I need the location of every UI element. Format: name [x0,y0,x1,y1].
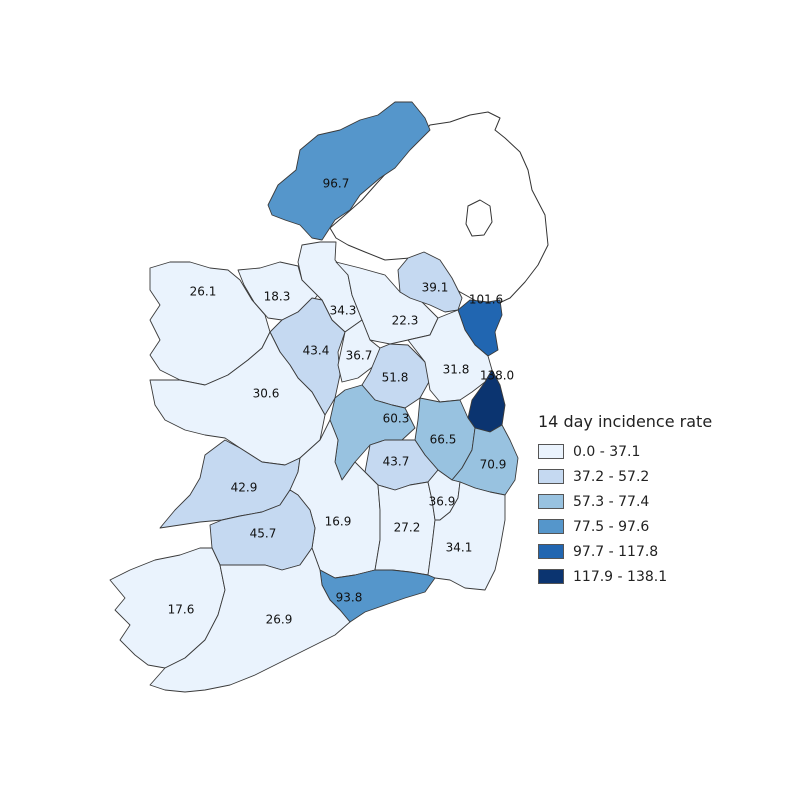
legend-swatch [538,544,564,559]
label-clare: 42.9 [231,481,258,495]
legend-label: 0.0 - 37.1 [573,443,641,460]
label-longford: 36.7 [346,349,373,363]
region-cork [149,547,351,693]
legend-swatch [538,494,564,509]
label-cork: 26.9 [266,613,293,627]
label-kilkenny: 27.2 [394,521,421,535]
label-wicklow: 70.9 [480,458,507,472]
legend-item: 57.3 - 77.4 [538,491,788,512]
legend-item: 97.7 - 117.8 [538,541,788,562]
legend-label: 57.3 - 77.4 [573,493,650,510]
legend-title: 14 day incidence rate [538,412,713,431]
label-dublin: 138.0 [480,369,514,383]
legend-item: 0.0 - 37.1 [538,441,788,462]
label-cavan: 22.3 [392,314,419,328]
lough-neagh [465,199,493,237]
region-westmeath [361,343,431,409]
legend-swatch [538,469,564,484]
label-roscommon: 43.4 [303,344,330,358]
legend-label: 77.5 - 97.6 [573,518,650,535]
label-tipperary: 16.9 [325,515,352,529]
label-leitrim: 34.3 [330,304,357,318]
northern-ireland-region [329,111,549,306]
region-donegal [267,101,431,241]
region-monaghan [397,251,463,313]
rate-labels: 96.7 18.3 34.3 22.3 39.1 101.6 26.1 43.4… [168,177,515,627]
label-mayo: 26.1 [190,285,217,299]
label-meath: 31.8 [443,363,470,377]
label-laois: 43.7 [383,455,410,469]
legend-item: 77.5 - 97.6 [538,516,788,537]
label-offaly: 60.3 [383,412,410,426]
legend-item: 117.9 - 138.1 [538,566,788,587]
label-kerry: 17.6 [168,603,195,617]
label-donegal: 96.7 [323,177,350,191]
label-galway: 30.6 [253,387,280,401]
label-sligo: 18.3 [264,290,291,304]
label-wexford: 34.1 [446,541,473,555]
label-monaghan: 39.1 [422,281,449,295]
label-kildare: 66.5 [430,433,457,447]
legend-item: 37.2 - 57.2 [538,466,788,487]
legend-label: 97.7 - 117.8 [573,543,659,560]
map-legend: 14 day incidence rate 0.0 - 37.1 37.2 - … [538,412,788,591]
label-westmeath: 51.8 [382,371,409,385]
legend-swatch [538,519,564,534]
legend-label: 37.2 - 57.2 [573,468,650,485]
region-wexford [427,481,506,591]
label-louth: 101.6 [469,293,503,307]
legend-swatch [538,444,564,459]
label-carlow: 36.9 [429,495,456,509]
legend-label: 117.9 - 138.1 [573,568,668,585]
label-waterford: 93.8 [336,591,363,605]
legend-swatch [538,569,564,584]
label-limerick: 45.7 [250,527,277,541]
region-galway [149,331,326,466]
